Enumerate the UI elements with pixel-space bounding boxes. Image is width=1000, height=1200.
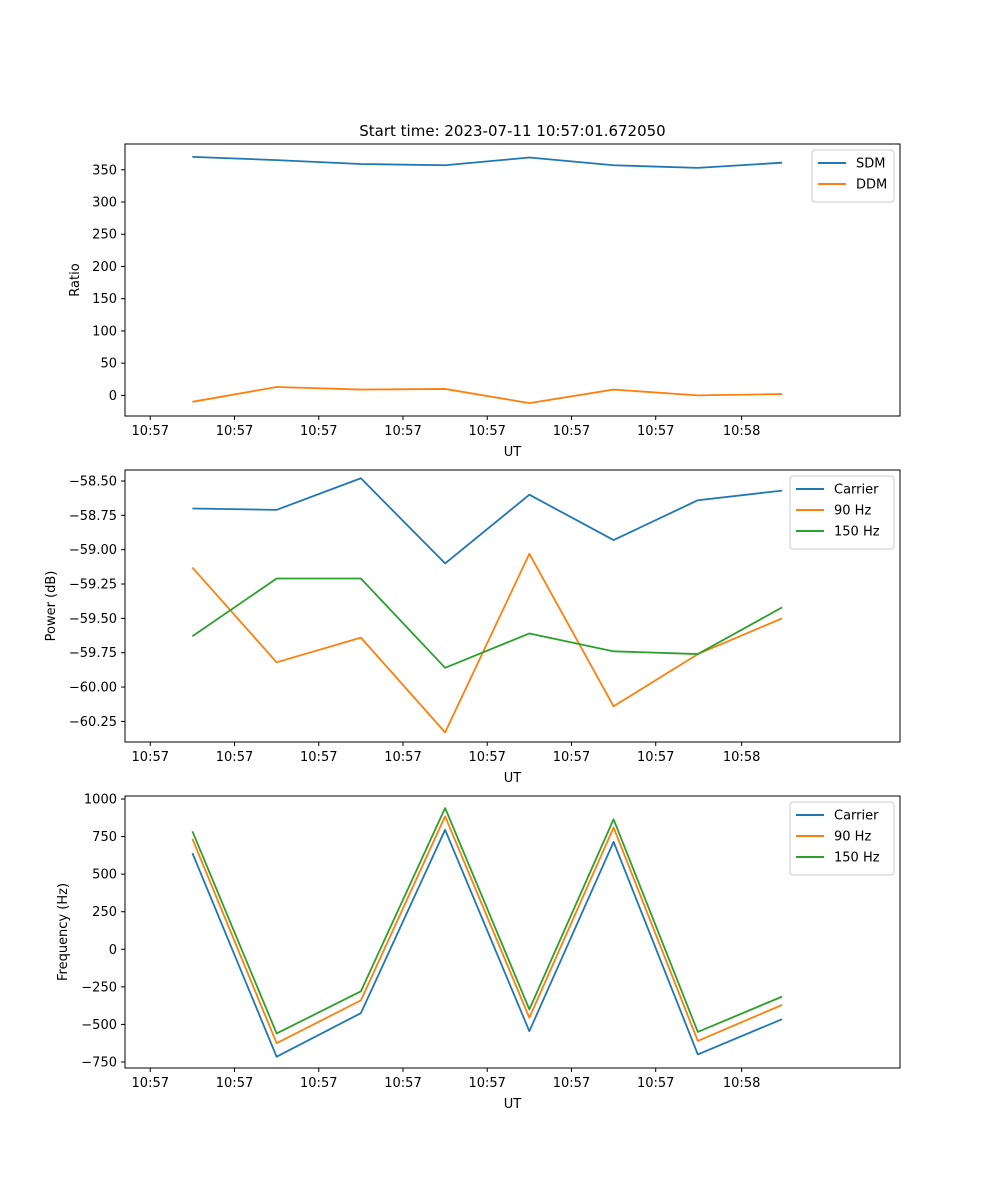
frequency-x-tick-label: 10:58 [723,1076,760,1091]
frequency-x-tick-label: 10:57 [637,1076,674,1091]
frequency-y-tick-label: −250 [81,980,117,995]
power-y-tick-label: −58.75 [69,509,117,524]
ratio-x-tick-label: 10:57 [216,424,253,439]
frequency-axes-frame [124,795,901,1069]
ratio-x-tick-label: 10:57 [468,424,505,439]
legend-label-carrier: Carrier [834,483,879,498]
power-legend: Carrier 90 Hz 150 Hz [789,475,895,550]
frequency-series-150-hz-line [191,807,783,1035]
ratio-x-tick-label: 10:57 [553,424,590,439]
frequency-x-tick-label: 10:57 [468,1076,505,1091]
legend-label-150-hz: 150 Hz [834,851,880,866]
frequency-subplot: 10:57 10:57 10:57 10:57 10:57 10:57 10:57 10:58… [56,793,901,1112]
power-x-tick-label: 10:57 [384,750,421,765]
frequency-y-tick-label: 500 [92,868,117,883]
ratio-x-tick-label: 10:58 [723,424,760,439]
power-x-tick-label: 10:58 [723,750,760,765]
ratio-y-tick-label: 150 [92,292,117,307]
ratio-x-tick-label: 10:57 [132,424,169,439]
power-y-tick-label: −59.25 [69,578,117,593]
ratio-y-tick-label: 0 [109,389,117,404]
power-y-tick-label: −60.25 [69,715,117,730]
power-y-tick-label: −58.50 [69,474,117,489]
frequency-series-90-hz-line [191,815,783,1045]
power-x-tick-label: 10:57 [468,750,505,765]
ratio-x-tick-label: 10:57 [637,424,674,439]
power-y-tick-label: −59.50 [69,612,117,627]
ratio-series-sdm-line [192,155,783,169]
ratio-y-tick-label: 50 [100,357,117,372]
ratio-axes-frame [124,143,901,417]
frequency-x-axis-label: UT [504,1097,522,1112]
power-y-tick-label: −59.75 [69,646,117,661]
power-subplot: 10:57 10:57 10:57 10:57 10:57 10:57 10:57 10:58… [44,469,901,786]
power-y-axis-label: Power (dB) [44,571,59,642]
legend-label-90-hz: 90 Hz [834,830,871,845]
frequency-y-tick-label: 1000 [84,793,117,808]
ratio-y-tick-label: 250 [92,228,117,243]
power-y-tick-label: −59.00 [69,543,117,558]
frequency-y-tick-label: 750 [92,830,117,845]
frequency-y-tick-label: 250 [92,905,117,920]
figure-title: Start time: 2023-07-11 10:57:01.672050 [359,122,665,140]
legend-label-150-hz: 150 Hz [834,525,880,540]
frequency-y-tick-label: 0 [109,943,117,958]
power-x-tick-label: 10:57 [637,750,674,765]
legend-label-sdm: SDM [856,157,885,172]
power-x-tick-label: 10:57 [553,750,590,765]
power-axes-frame [124,469,901,743]
frequency-y-tick-label: −750 [81,1055,117,1070]
ratio-y-tick-label: 200 [92,260,117,275]
frequency-x-tick-label: 10:57 [132,1076,169,1091]
power-series-carrier-line [192,477,783,565]
ratio-subplot: 10:57 10:57 10:57 10:57 10:57 10:57 10:57 10:58… [68,143,901,460]
power-x-tick-label: 10:57 [216,750,253,765]
ratio-x-tick-label: 10:57 [300,424,337,439]
frequency-x-tick-label: 10:57 [216,1076,253,1091]
ratio-y-tick-label: 350 [92,163,117,178]
legend-label-carrier: Carrier [834,809,879,824]
frequency-x-tick-label: 10:57 [300,1076,337,1091]
power-series-90-hz-line [191,552,783,734]
frequency-y-tick-label: −500 [81,1018,117,1033]
frequency-y-axis-label: Frequency (Hz) [56,883,71,981]
ratio-y-tick-label: 300 [92,196,117,211]
frequency-x-tick-label: 10:57 [553,1076,590,1091]
power-x-tick-label: 10:57 [300,750,337,765]
frequency-x-tick-label: 10:57 [384,1076,421,1091]
frequency-legend: Carrier 90 Hz 150 Hz [789,801,895,876]
legend-label-90-hz: 90 Hz [834,504,871,519]
power-series-150-hz-line [191,577,783,669]
frequency-series-carrier-line [191,828,783,1058]
power-y-tick-label: −60.00 [69,681,117,696]
ratio-y-axis-label: Ratio [68,263,83,296]
ratio-series-ddm-line [192,386,783,405]
legend-label-ddm: DDM [856,178,887,193]
ratio-y-tick-label: 100 [92,324,117,339]
power-x-tick-label: 10:57 [132,750,169,765]
power-x-axis-label: UT [504,771,522,786]
ratio-legend: SDM DDM [811,149,895,203]
ratio-x-tick-label: 10:57 [384,424,421,439]
ratio-x-axis-label: UT [504,445,522,460]
